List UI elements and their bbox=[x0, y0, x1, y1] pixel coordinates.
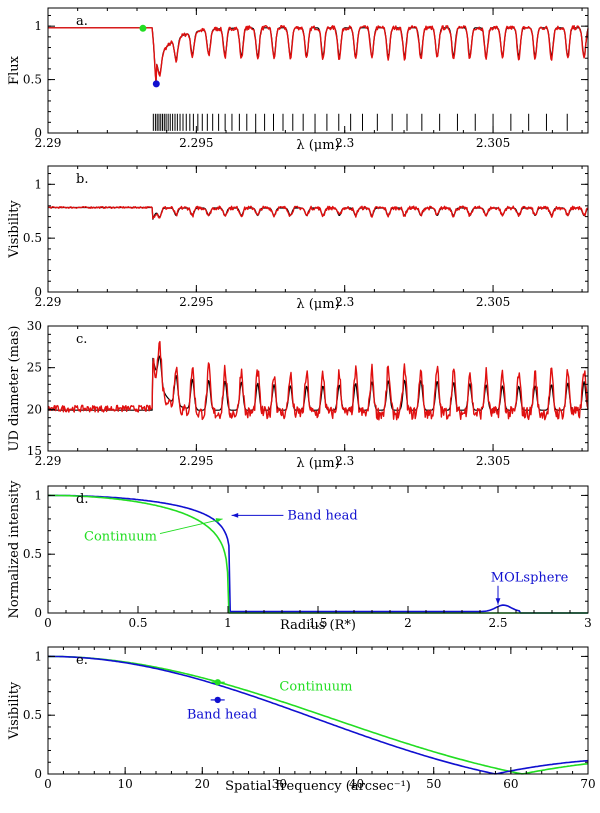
plot-frame bbox=[47, 165, 589, 293]
x-axis-label: λ (μm) bbox=[296, 297, 339, 312]
annotation-band-head: Band head bbox=[187, 708, 257, 723]
data-point-green bbox=[139, 24, 147, 32]
x-tick-label: 10 bbox=[118, 777, 133, 791]
y-axis-label: Visibility bbox=[7, 200, 22, 259]
x-tick-label: 2.305 bbox=[476, 136, 510, 150]
plot-frame bbox=[47, 485, 589, 614]
x-axis-label: Radius (R*) bbox=[280, 618, 356, 633]
panel-label: c. bbox=[76, 332, 87, 347]
panel-b: 2.29 2.295 2.3 2.305 0 0.5 1 λ (μm) Visibility b. bbox=[7, 165, 589, 312]
series-line-model bbox=[48, 355, 589, 411]
panel-label: e. bbox=[76, 653, 88, 668]
x-tick-label: 60 bbox=[503, 777, 518, 791]
x-tick-label: 0.5 bbox=[128, 616, 147, 630]
y-axis-label: Normalized intensity bbox=[7, 480, 22, 619]
y-tick-label: 0.5 bbox=[23, 231, 42, 245]
annotation-arrow bbox=[159, 518, 223, 535]
annotation-continuum: Continuum bbox=[279, 680, 352, 695]
panel-label: b. bbox=[76, 172, 88, 187]
x-tick-label: 2.295 bbox=[179, 454, 213, 468]
x-tick-label: 20 bbox=[195, 777, 210, 791]
plot-frame bbox=[47, 646, 589, 775]
annotation-continuum: Continuum bbox=[84, 530, 157, 545]
x-tick-label: 2.305 bbox=[476, 454, 510, 468]
series-line-continuum bbox=[48, 655, 589, 775]
x-tick-label: 50 bbox=[426, 777, 441, 791]
series-line-observed bbox=[48, 25, 589, 84]
x-tick-label: 2.29 bbox=[35, 454, 62, 468]
series-line-observed bbox=[47, 205, 589, 220]
x-tick-label: 0 bbox=[44, 777, 52, 791]
x-tick-label: 30 bbox=[272, 777, 287, 791]
panel-label: a. bbox=[76, 14, 88, 29]
panel-c: 2.29 2.295 2.3 2.305 15 20 25 30 λ (μm) UD diamet… bbox=[7, 319, 589, 471]
y-tick-label: 0 bbox=[34, 606, 42, 620]
x-tick-label: 2.295 bbox=[179, 136, 213, 150]
arrow-head bbox=[495, 598, 501, 605]
y-tick-label: 30 bbox=[27, 319, 42, 333]
x-tick-label: 1 bbox=[224, 616, 232, 630]
data-point-blue bbox=[152, 80, 160, 88]
x-tick-label: 40 bbox=[349, 777, 364, 791]
panel-a: 2.29 2.295 2.3 2.305 0 0.5 1 λ (μm) Flux a. bbox=[7, 7, 589, 153]
data-point-blue bbox=[214, 696, 221, 704]
y-axis-label: Visibility bbox=[7, 681, 22, 740]
y-tick-label: 1 bbox=[34, 19, 42, 33]
x-tick-label: 2.305 bbox=[476, 295, 510, 309]
y-tick-label: 0.5 bbox=[23, 547, 42, 561]
x-tick-label: 2.3 bbox=[335, 454, 354, 468]
x-axis-label: λ (μm) bbox=[296, 138, 339, 153]
x-tick-label: 2.3 bbox=[335, 295, 354, 309]
plot-frame bbox=[47, 325, 589, 452]
panel-d: Band head Continuum MOLsphere 0 0.5 1 1.5 2 2.5 3… bbox=[7, 480, 592, 633]
x-tick-label: 2.295 bbox=[179, 295, 213, 309]
y-tick-label: 0.5 bbox=[23, 73, 42, 87]
y-tick-label: 1 bbox=[34, 649, 42, 663]
x-axis-label: Spatial frequency (arcsec⁻¹) bbox=[225, 779, 411, 794]
x-tick-label: 2 bbox=[404, 616, 412, 630]
y-tick-label: 15 bbox=[27, 444, 42, 458]
panel-e: Continuum Band head 0 10 20 30 40 50 60 70 0 0.5 1 Sp… bbox=[7, 646, 596, 794]
series-line-model bbox=[48, 27, 589, 84]
annotation-molsphere: MOLsphere bbox=[491, 571, 569, 586]
y-axis-label: UD diameter (mas) bbox=[7, 326, 22, 452]
x-axis-label: λ (μm) bbox=[296, 456, 339, 471]
series-line-band-head bbox=[48, 655, 589, 775]
plot-frame bbox=[47, 7, 589, 134]
x-tick-label: 0 bbox=[44, 616, 52, 630]
data-point-green bbox=[214, 679, 221, 686]
y-tick-label: 25 bbox=[27, 361, 42, 375]
x-tick-label: 3 bbox=[584, 616, 592, 630]
x-tick-label: 2.3 bbox=[335, 136, 354, 150]
y-tick-label: 20 bbox=[27, 402, 42, 416]
arrow-head bbox=[231, 512, 239, 518]
series-line-observed bbox=[47, 340, 589, 421]
panel-label: d. bbox=[76, 492, 88, 507]
x-tick-label: 2.29 bbox=[35, 136, 62, 150]
y-tick-label: 1 bbox=[34, 488, 42, 502]
x-tick-label: 70 bbox=[580, 777, 595, 791]
y-tick-label: 1 bbox=[34, 177, 42, 191]
y-axis-label: Flux bbox=[7, 55, 22, 85]
y-tick-label: 0.5 bbox=[23, 708, 42, 722]
x-tick-label: 2.5 bbox=[488, 616, 507, 630]
y-tick-label: 0 bbox=[34, 285, 42, 299]
x-tick-label: 1.5 bbox=[308, 616, 327, 630]
x-tick-label: 2.29 bbox=[35, 295, 62, 309]
y-tick-label: 0 bbox=[34, 767, 42, 781]
annotation-band-head: Band head bbox=[287, 508, 357, 523]
arrow-head bbox=[215, 518, 223, 523]
y-tick-label: 0 bbox=[34, 126, 42, 140]
